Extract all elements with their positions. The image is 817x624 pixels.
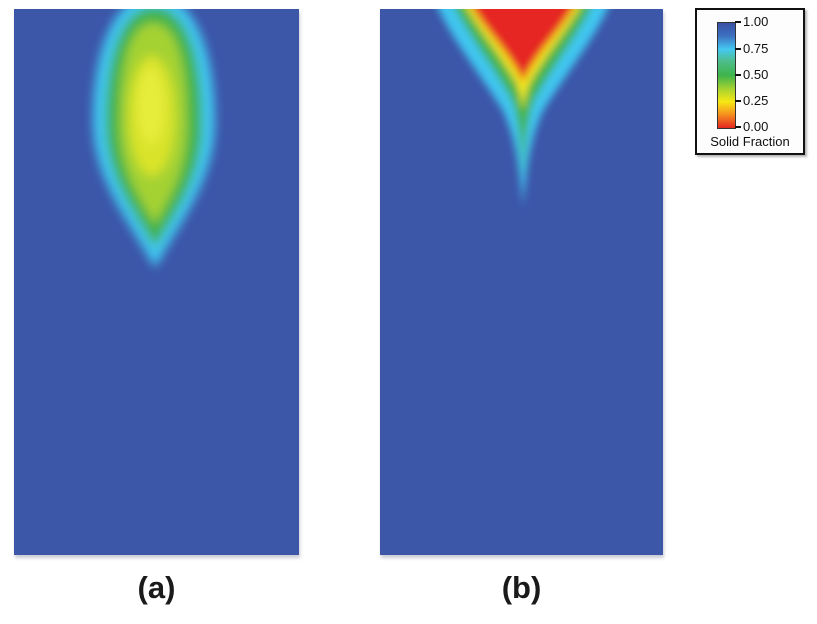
tick-label-025: 0.25	[743, 93, 769, 108]
mushy-zone-teardrop	[93, 9, 215, 268]
liquid-pool-funnel	[438, 9, 608, 207]
tick-label-050: 0.50	[743, 67, 769, 82]
tick-mark-050	[735, 74, 741, 76]
core-bright-yellow-a	[138, 68, 164, 144]
tick-label-000: 0.00	[743, 119, 769, 134]
contour-panel-b	[380, 9, 663, 555]
colorbar-legend: 1.00 0.75 0.50 0.25 0.00 Solid Fraction	[695, 8, 805, 155]
tick-mark-100	[735, 21, 741, 23]
tick-label-100: 1.00	[743, 14, 769, 29]
contour-panel-a	[14, 9, 299, 555]
tick-mark-000	[735, 126, 741, 128]
panel-b-label: (b)	[501, 570, 542, 605]
contour-plot-a	[14, 9, 299, 555]
panel-a-label: (a)	[137, 570, 176, 605]
contour-plot-b	[380, 9, 663, 555]
colorbar	[717, 22, 736, 129]
tick-mark-025	[735, 100, 741, 102]
colorbar-gradient	[718, 23, 735, 128]
tick-label-075: 0.75	[743, 41, 769, 56]
tick-mark-075	[735, 48, 741, 50]
legend-title: Solid Fraction	[710, 134, 790, 149]
iso-000-red-b	[473, 9, 573, 83]
